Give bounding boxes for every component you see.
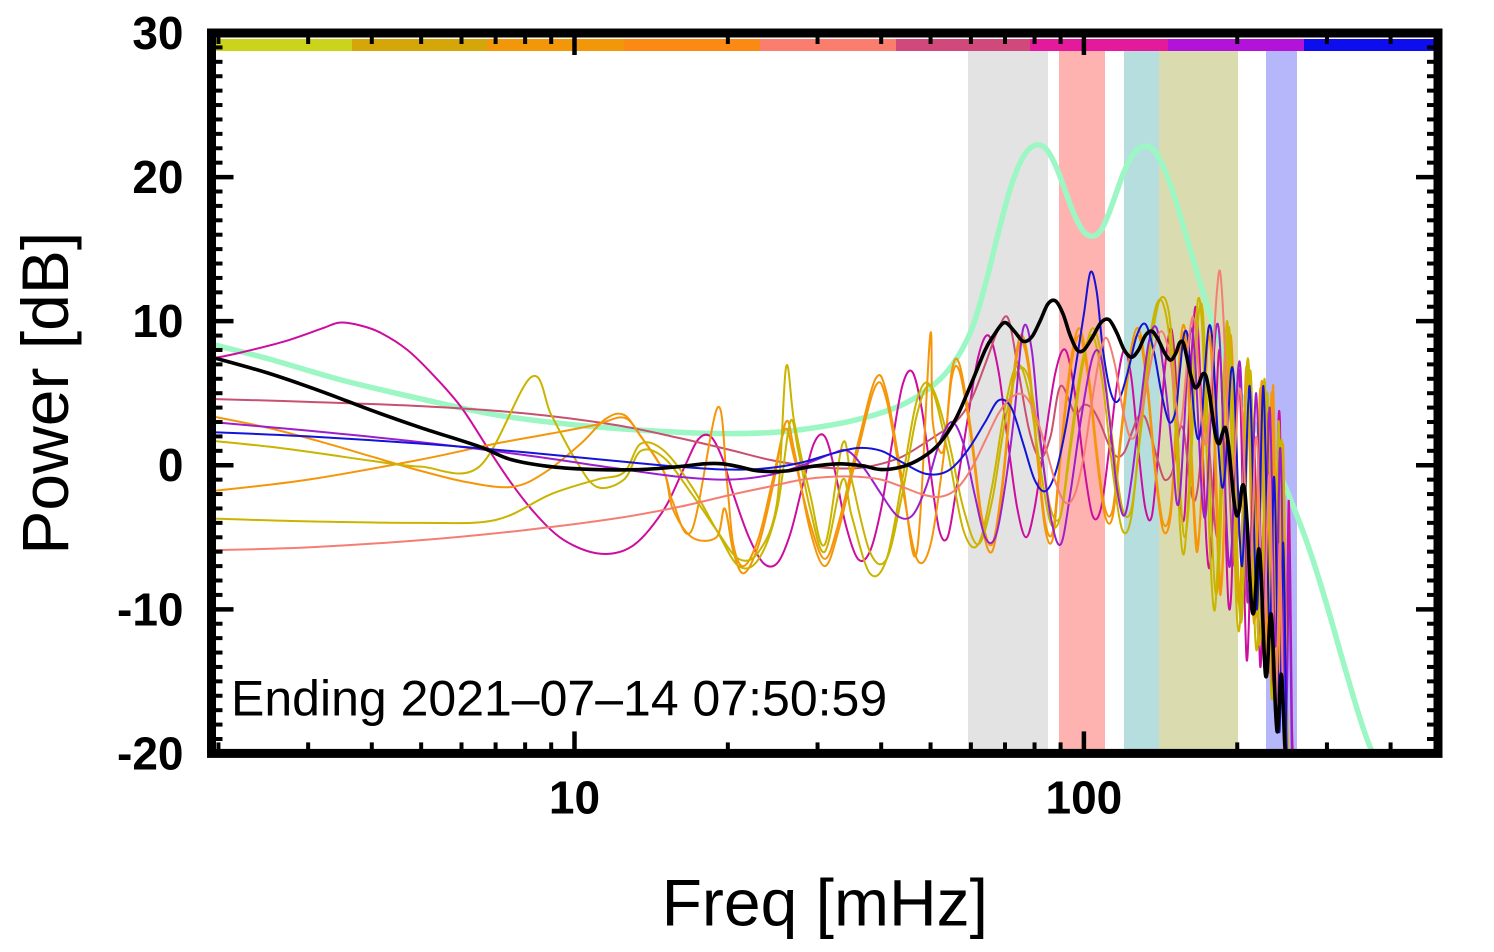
svg-text:Ending 2021–07–14 07:50:59: Ending 2021–07–14 07:50:59 [231,671,887,727]
svg-text:-10: -10 [117,583,183,635]
svg-text:100: 100 [1046,771,1123,823]
svg-text:0: 0 [158,439,184,491]
svg-text:10: 10 [132,295,183,347]
svg-text:30: 30 [132,7,183,59]
svg-text:Freq [mHz]: Freq [mHz] [662,865,988,939]
svg-text:10: 10 [549,771,600,823]
svg-text:-20: -20 [117,727,183,779]
svg-text:20: 20 [132,151,183,203]
svg-text:Power [dB]: Power [dB] [8,232,82,555]
